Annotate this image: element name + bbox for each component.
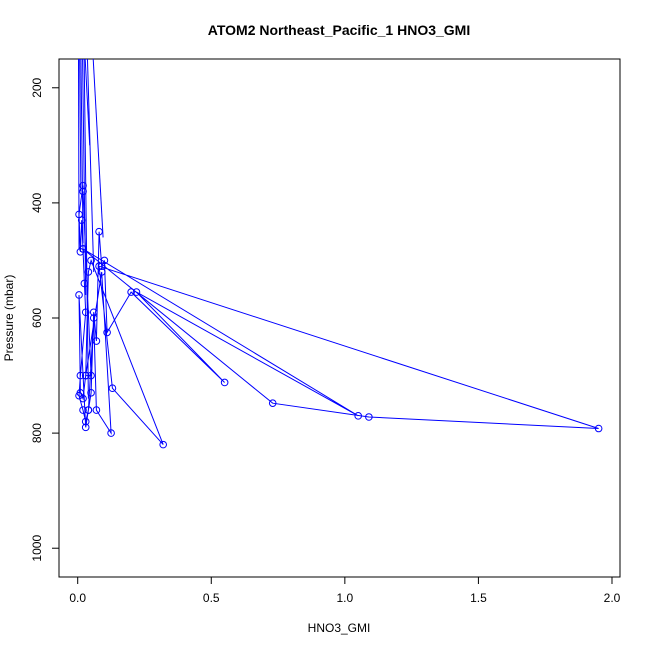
data-point — [159, 440, 167, 449]
plot-frame — [58, 58, 621, 578]
data-point — [80, 279, 89, 288]
series-line-offscale — [84, 59, 91, 146]
data-series — [75, 59, 603, 449]
data-point — [81, 371, 90, 380]
y-axis: 200 400 600 800 1000 — [30, 77, 60, 562]
data-point — [76, 371, 85, 380]
data-point — [84, 406, 93, 414]
data-point — [354, 412, 363, 420]
data-point — [76, 389, 85, 397]
data-point — [79, 187, 87, 196]
data-point — [365, 413, 373, 421]
y-tick-label: 200 — [30, 77, 44, 97]
series-line-offscale — [92, 59, 104, 238]
x-axis: 0.0 0.5 1.0 1.5 2.0 — [69, 576, 621, 605]
data-point — [81, 417, 90, 426]
data-point — [87, 389, 95, 397]
series-line — [78, 185, 599, 445]
data-point — [108, 384, 117, 393]
x-tick-label: 0.5 — [203, 591, 220, 605]
y-axis-label: Pressure (mbar) — [2, 275, 16, 362]
data-point — [268, 399, 277, 407]
y-tick-label: 600 — [30, 308, 44, 328]
x-tick-label: 0.0 — [69, 591, 86, 605]
data-point — [132, 288, 141, 296]
series-line-offscale — [80, 59, 84, 244]
series-line-offscale — [83, 59, 89, 399]
data-point — [87, 256, 95, 265]
data-point — [127, 288, 135, 296]
data-point — [97, 268, 106, 276]
x-tick-label: 1.5 — [470, 591, 487, 605]
x-axis-label: HNO3_GMI — [308, 621, 371, 635]
chart-title: ATOM2 Northeast_Pacific_1 HNO3_GMI — [208, 22, 470, 38]
series-line-offscale — [79, 59, 82, 192]
data-point — [81, 423, 90, 432]
data-point — [92, 337, 101, 345]
data-point — [79, 406, 87, 414]
data-point — [220, 378, 229, 387]
y-tick-label: 400 — [30, 193, 44, 213]
data-point — [107, 429, 115, 437]
data-point — [89, 314, 98, 322]
data-point — [103, 328, 111, 337]
series-line-offscale — [78, 59, 80, 249]
data-point — [92, 406, 101, 414]
series-line-offscale — [82, 59, 87, 295]
series-line-offscale — [86, 59, 95, 272]
y-tick-label: 800 — [30, 423, 44, 443]
data-point — [75, 291, 83, 299]
data-point — [81, 308, 90, 317]
x-tick-label: 2.0 — [604, 591, 621, 605]
data-point — [89, 308, 98, 317]
x-tick-label: 1.0 — [336, 591, 353, 605]
y-tick-label: 1000 — [30, 535, 44, 562]
data-point — [594, 424, 603, 433]
data-point — [79, 181, 87, 190]
data-point — [100, 256, 109, 265]
